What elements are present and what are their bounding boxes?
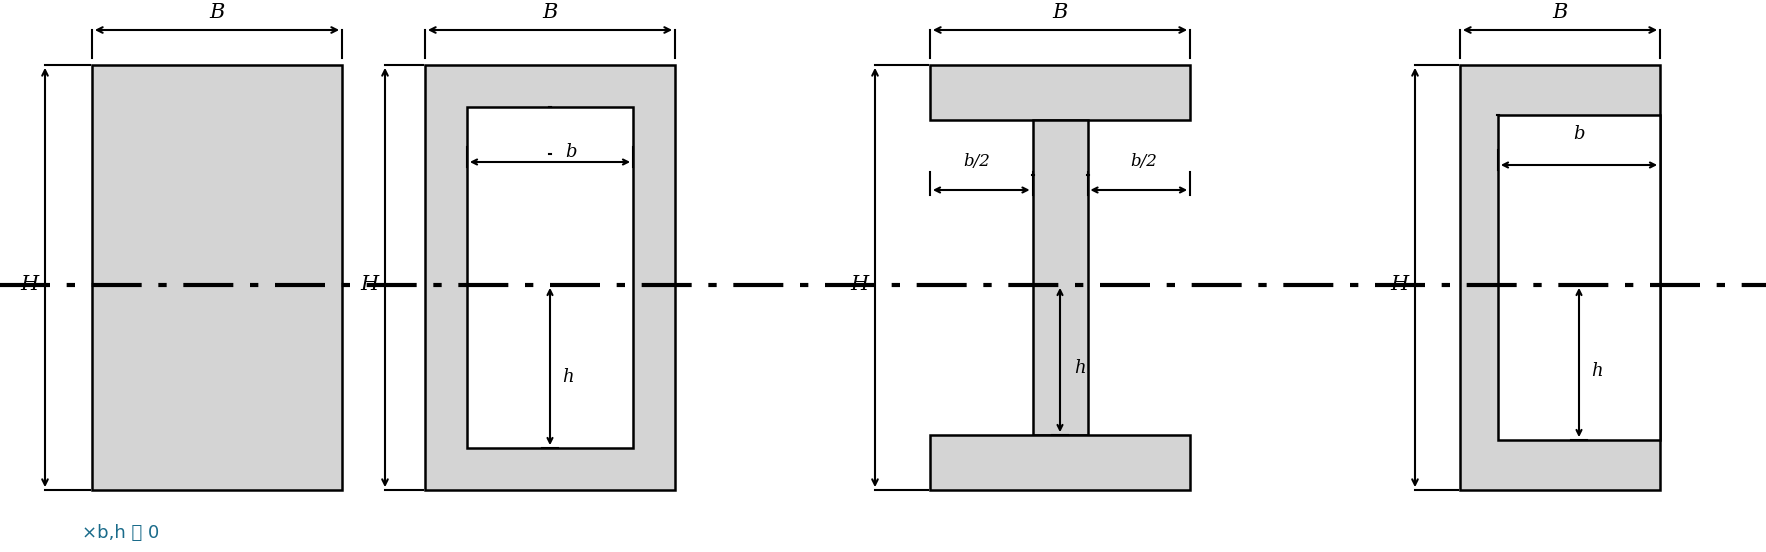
Text: h: h <box>562 368 574 385</box>
Bar <box>1498 115 1660 440</box>
Text: H: H <box>360 275 378 295</box>
Text: ×b,h は 0: ×b,h は 0 <box>81 524 159 542</box>
Text: b: b <box>565 143 576 161</box>
Text: b: b <box>1574 125 1584 143</box>
Text: H: H <box>19 275 39 295</box>
Text: b/2: b/2 <box>962 153 989 170</box>
Text: B: B <box>1552 3 1568 22</box>
Bar <box>426 65 675 490</box>
Bar <box>92 65 343 490</box>
Bar <box>931 65 1190 120</box>
Text: h: h <box>1074 359 1086 377</box>
Bar <box>1460 65 1660 490</box>
Text: h: h <box>1591 362 1602 380</box>
Text: b/2: b/2 <box>1130 153 1157 170</box>
Text: B: B <box>210 3 224 22</box>
Text: B: B <box>542 3 558 22</box>
Text: H: H <box>849 275 869 295</box>
Text: H: H <box>1390 275 1408 295</box>
Text: B: B <box>1053 3 1068 22</box>
Bar <box>466 107 632 448</box>
Bar <box>931 435 1190 490</box>
Bar <box>1033 120 1088 435</box>
